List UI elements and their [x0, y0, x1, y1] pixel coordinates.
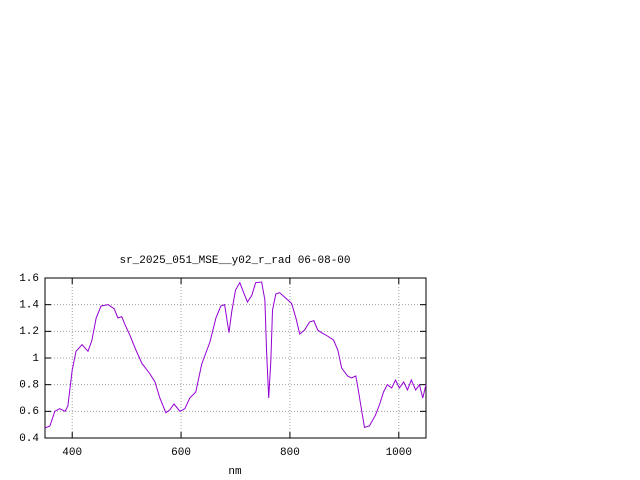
- y-tick-label: 1.2: [19, 326, 39, 338]
- data-line: [44, 281, 427, 429]
- y-tick-label: 1.6: [19, 273, 39, 285]
- x-axis-label: nm: [228, 466, 242, 478]
- x-tick-label: 800: [280, 447, 300, 459]
- y-tick-label: 1: [32, 353, 39, 365]
- x-tick-label: 400: [62, 447, 82, 459]
- x-tick-label: 1000: [386, 447, 412, 459]
- x-tick-label: 600: [171, 447, 191, 459]
- plot-border: [44, 277, 427, 439]
- y-tick-label: 0.6: [19, 406, 39, 418]
- y-tick-label: 0.4: [19, 433, 39, 445]
- chart-title: sr_2025_051_MSE__y02_r_rad 06-08-00: [119, 255, 350, 267]
- y-tick-label: 0.8: [19, 380, 39, 392]
- y-tick-label: 1.4: [19, 300, 39, 312]
